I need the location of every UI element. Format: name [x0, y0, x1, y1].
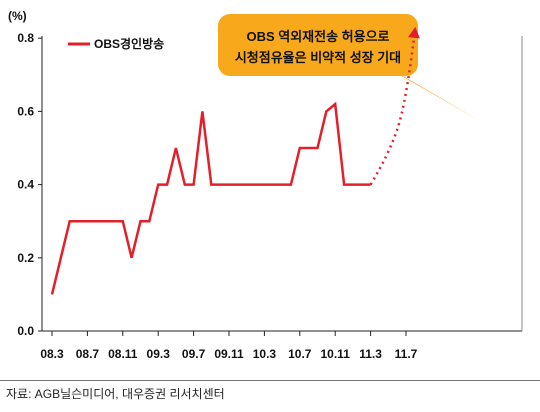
x-tick-label: 09.3	[147, 347, 171, 361]
x-tick-label: 08.7	[76, 347, 100, 361]
y-unit-label: (%)	[8, 9, 27, 23]
y-tick-group: 0.0 0.2 0.4 0.6 0.8	[17, 31, 42, 338]
y-tick-label: 0.2	[17, 251, 34, 265]
callout-box	[218, 14, 418, 76]
legend: OBS경인방송	[68, 36, 164, 51]
annotation-callout: OBS 역외재전송 허용으로 시청점유율은 비약적 성장 기대	[218, 14, 482, 122]
x-tick-label: 08.11	[108, 347, 138, 361]
legend-label: OBS경인방송	[94, 36, 164, 51]
y-tick-label: 0.4	[17, 178, 34, 192]
x-tick-label: 08.3	[40, 347, 64, 361]
line-chart: (%) 0.0 0.2 0.4 0.6 0.8 08.3 08.7 08.11 09.3 09.…	[8, 9, 523, 361]
callout-line-1: OBS 역외재전송 허용으로	[246, 29, 389, 44]
source-note: 자료: AGB닐슨미디어, 대우증권 리서치센터	[6, 387, 225, 401]
y-tick-label: 0.8	[17, 31, 34, 45]
x-tick-label: 10.3	[253, 347, 277, 361]
y-tick-label: 0.6	[17, 104, 34, 118]
source-divider	[0, 380, 540, 381]
x-tick-label: 09.11	[214, 347, 244, 361]
x-tick-label: 11.3	[359, 347, 382, 361]
x-tick-label: 10.11	[321, 347, 351, 361]
y-tick-label: 0.0	[17, 324, 34, 338]
callout-line-2: 시청점유율은 비약적 성장 기대	[235, 50, 401, 65]
series-line-obs	[50, 101, 371, 295]
x-tick-label: 10.7	[288, 347, 312, 361]
x-tick-label: 09.7	[182, 347, 206, 361]
projection-dotted-line	[369, 30, 417, 186]
x-tick-label: 11.7	[395, 347, 418, 361]
x-tick-group: 08.3 08.7 08.11 09.3 09.7 09.11 10.3 10.7 10.11 1…	[40, 331, 418, 361]
projection-arrowhead	[408, 26, 420, 39]
